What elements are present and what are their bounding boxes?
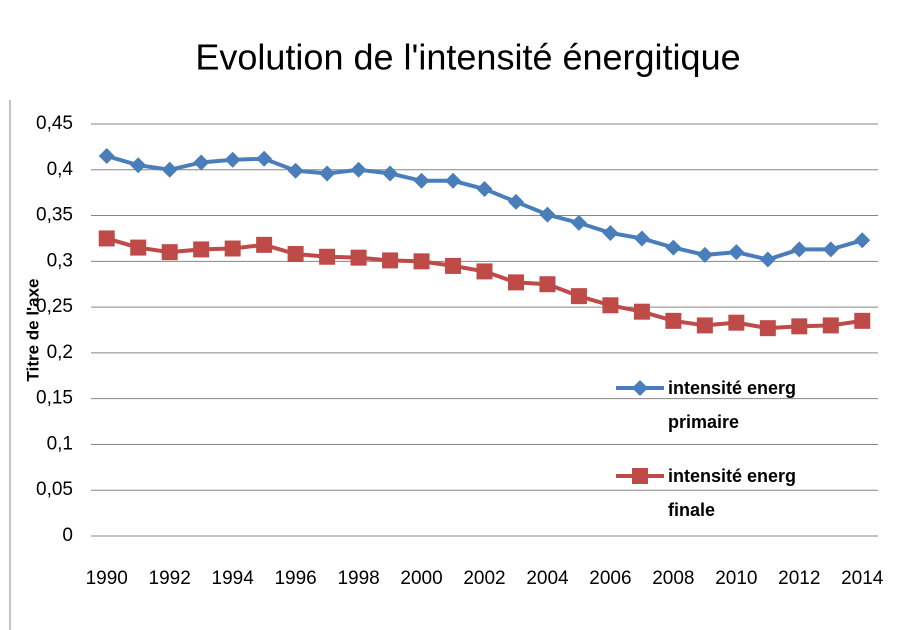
x-tick-label: 1994 bbox=[212, 568, 255, 589]
diamond-marker bbox=[287, 162, 304, 179]
diamond-marker bbox=[822, 241, 839, 258]
diamond-marker bbox=[382, 165, 399, 182]
diamond-marker bbox=[759, 251, 776, 268]
x-tick-label: 1992 bbox=[149, 568, 191, 589]
square-marker bbox=[319, 248, 336, 265]
square-marker bbox=[633, 303, 650, 320]
square-marker bbox=[507, 274, 524, 291]
square-marker bbox=[696, 317, 713, 334]
series-line bbox=[106, 154, 863, 262]
y-tick-label: 0,05 bbox=[36, 479, 73, 500]
diamond-marker bbox=[130, 157, 147, 174]
diamond-marker bbox=[791, 241, 808, 258]
y-tick-label: 0,25 bbox=[36, 296, 73, 317]
legend-label: intensité energ primaire bbox=[668, 378, 797, 432]
square-marker bbox=[382, 252, 399, 269]
y-tick-label: 0,15 bbox=[36, 388, 73, 409]
square-marker bbox=[256, 236, 273, 253]
square-marker bbox=[759, 320, 776, 337]
square-marker bbox=[287, 246, 304, 263]
x-tick-label: 2010 bbox=[715, 568, 757, 589]
legend-label: intensité energ finale bbox=[668, 466, 797, 520]
x-tick-label: 1998 bbox=[337, 568, 379, 589]
square-marker bbox=[791, 318, 808, 335]
x-tick-label: 1990 bbox=[86, 568, 128, 589]
diamond-marker bbox=[224, 151, 241, 168]
diamond-marker bbox=[602, 224, 619, 241]
square-marker bbox=[445, 257, 462, 274]
x-tick-label: 2008 bbox=[652, 568, 694, 589]
diamond-marker bbox=[98, 148, 115, 165]
diamond-marker bbox=[193, 154, 210, 171]
x-tick-label: 1996 bbox=[274, 568, 316, 589]
diamond-marker bbox=[161, 161, 178, 178]
y-tick-label: 0,45 bbox=[36, 113, 73, 134]
square-marker bbox=[632, 468, 648, 484]
square-marker bbox=[728, 314, 745, 331]
series-line bbox=[106, 236, 863, 331]
y-tick-label: 0,35 bbox=[36, 205, 73, 226]
diamond-marker bbox=[256, 150, 273, 167]
square-marker bbox=[476, 263, 493, 280]
diamond-marker bbox=[413, 172, 430, 189]
diamond-marker bbox=[854, 232, 871, 249]
diamond-marker bbox=[476, 181, 493, 198]
y-axis-title: Titre de l'axe bbox=[23, 279, 42, 382]
square-marker bbox=[193, 241, 210, 258]
square-marker bbox=[602, 297, 619, 314]
diamond-marker bbox=[728, 244, 745, 261]
diamond-marker bbox=[665, 239, 682, 256]
diamond-marker bbox=[696, 246, 713, 263]
square-marker bbox=[822, 317, 839, 334]
square-marker bbox=[224, 240, 241, 257]
diamond-marker bbox=[632, 380, 648, 396]
square-marker bbox=[350, 249, 367, 266]
diamond-marker bbox=[507, 193, 524, 210]
diamond-marker bbox=[350, 161, 367, 178]
diamond-marker bbox=[445, 172, 462, 189]
square-marker bbox=[570, 288, 587, 305]
x-tick-label: 2006 bbox=[589, 568, 631, 589]
diamond-marker bbox=[319, 165, 336, 182]
square-marker bbox=[539, 276, 556, 293]
square-marker bbox=[665, 312, 682, 329]
chart-title: Evolution de l'intensité énergitique bbox=[195, 37, 740, 78]
y-tick-label: 0,2 bbox=[47, 342, 73, 363]
y-tick-label: 0,3 bbox=[47, 250, 73, 271]
diamond-marker bbox=[633, 230, 650, 247]
square-marker bbox=[854, 312, 871, 329]
x-tick-label: 2000 bbox=[400, 568, 442, 589]
x-tick-label: 2014 bbox=[841, 568, 884, 589]
square-marker bbox=[413, 253, 430, 270]
x-tick-label: 2002 bbox=[463, 568, 505, 589]
square-marker bbox=[98, 230, 115, 247]
square-marker bbox=[161, 244, 178, 261]
y-tick-label: 0,4 bbox=[47, 159, 74, 180]
y-tick-label: 0,1 bbox=[47, 433, 73, 454]
x-tick-label: 2004 bbox=[526, 568, 569, 589]
square-marker bbox=[130, 239, 147, 256]
diamond-marker bbox=[539, 206, 556, 223]
y-tick-label: 0 bbox=[62, 525, 73, 546]
x-tick-label: 2012 bbox=[778, 568, 820, 589]
diamond-marker bbox=[570, 214, 587, 231]
